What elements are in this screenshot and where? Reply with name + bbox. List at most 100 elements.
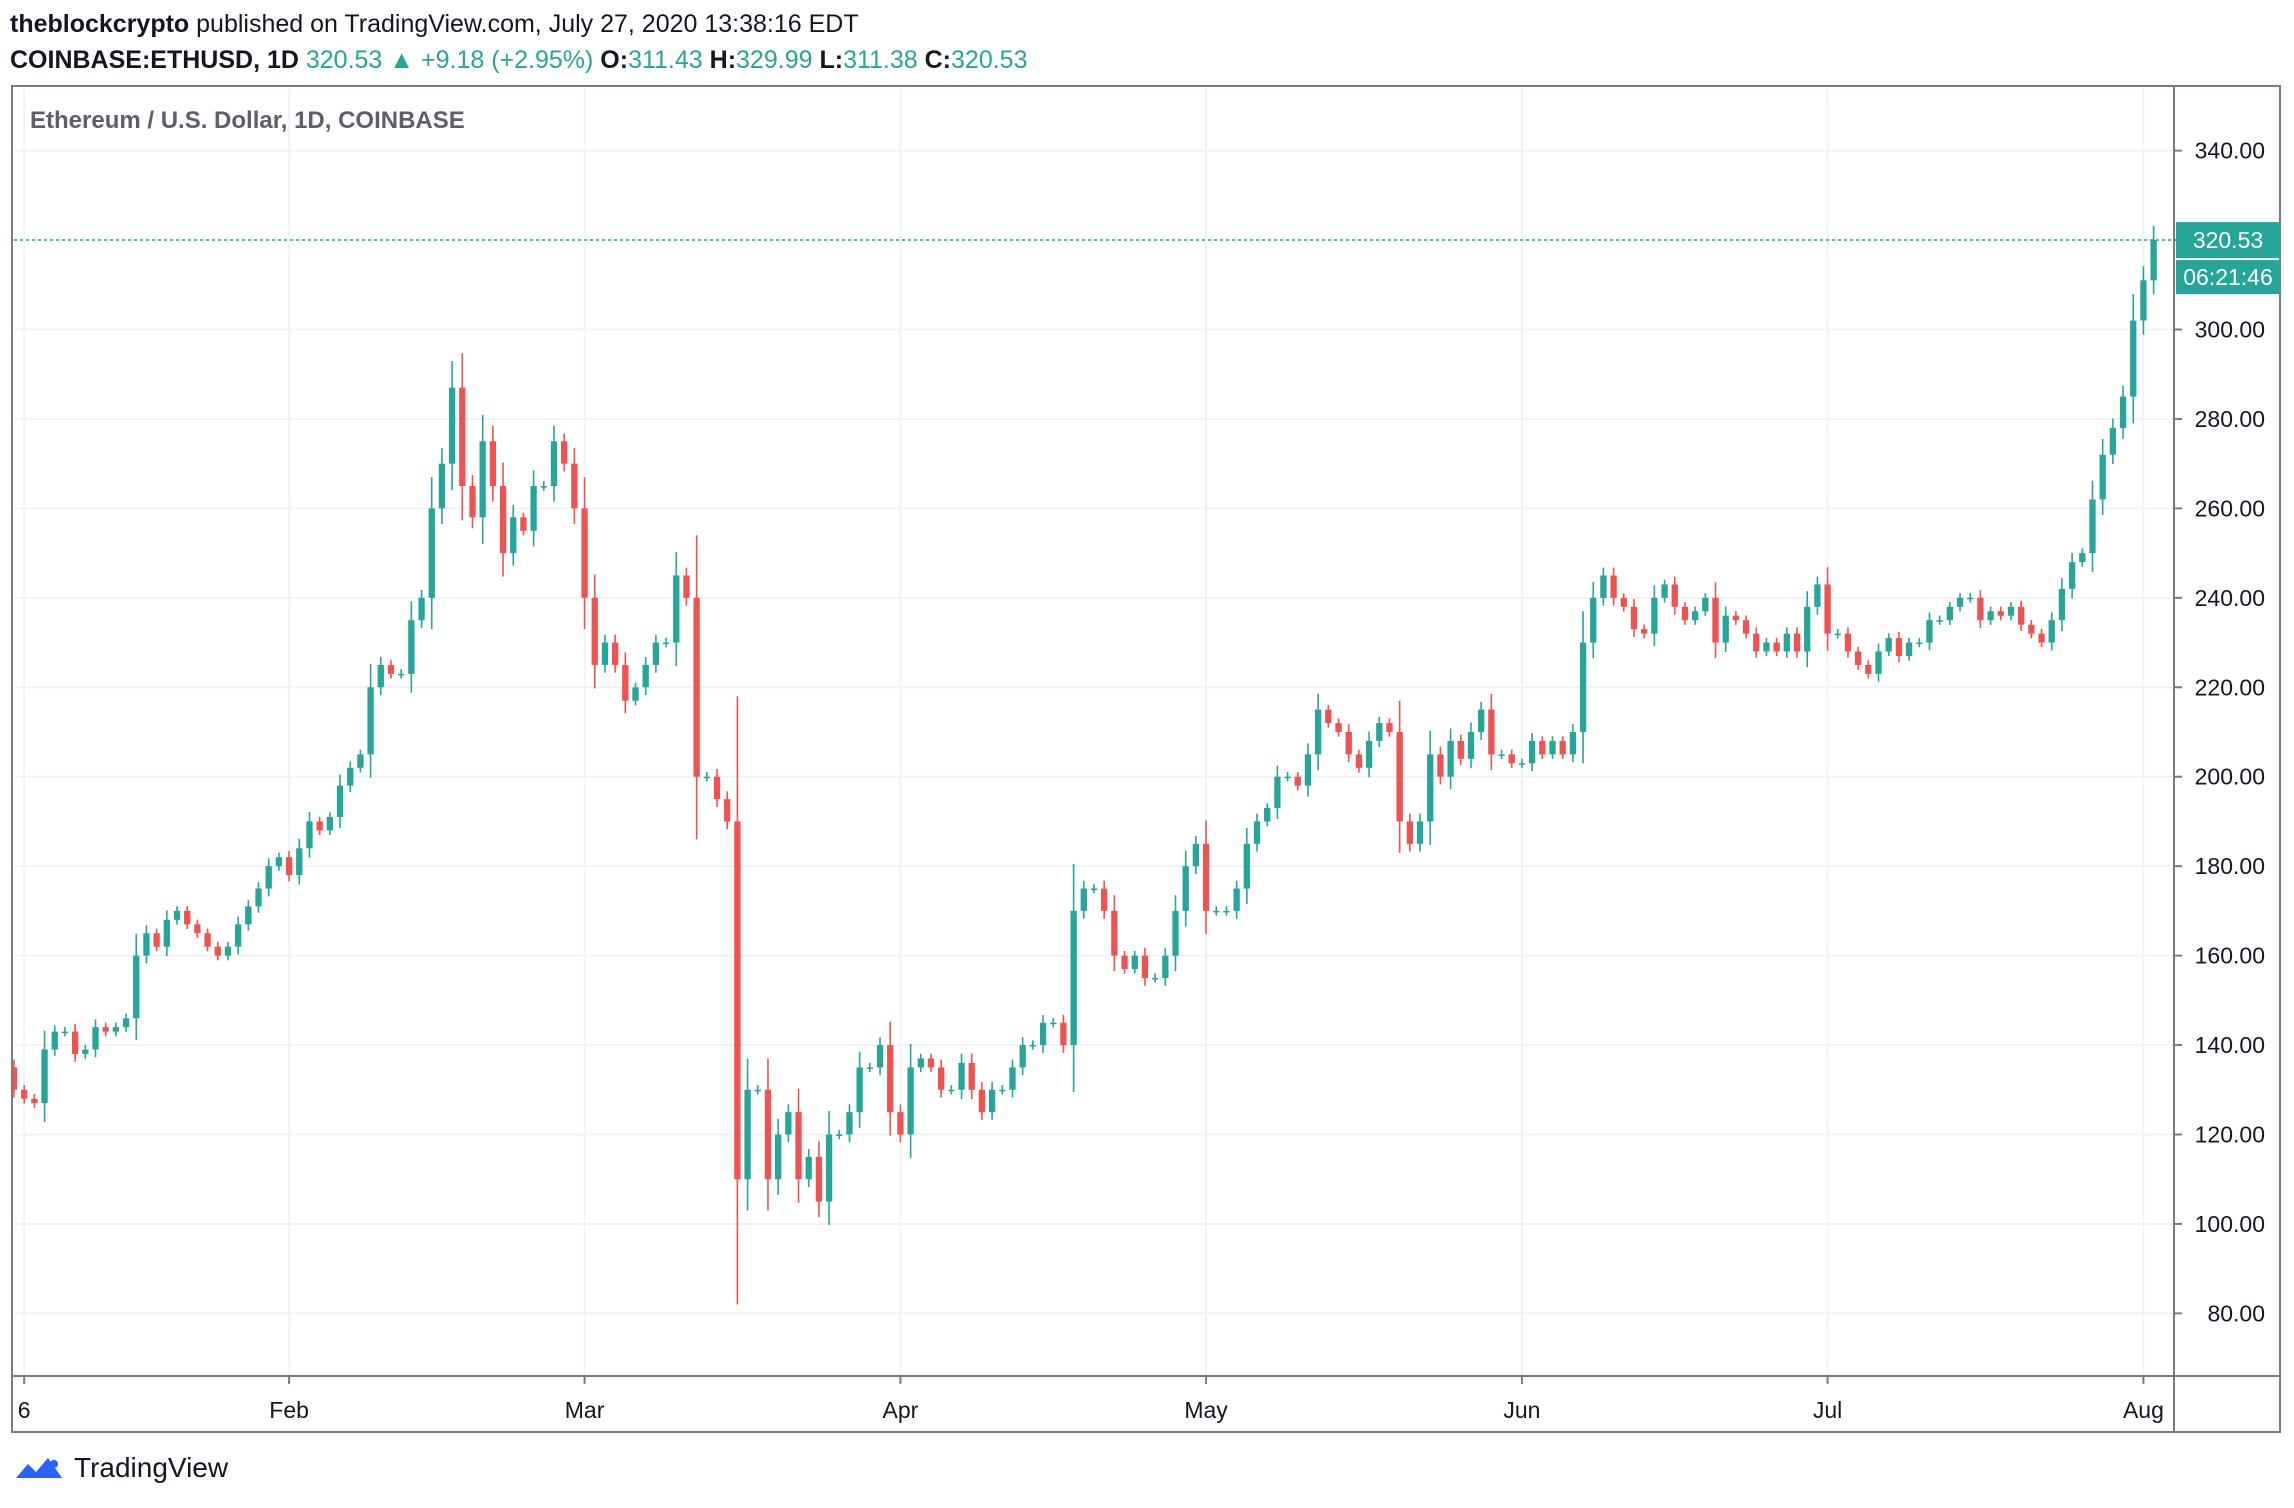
candle-body [1518,763,1526,765]
candle-body [398,673,405,676]
candle-body [734,821,741,1180]
candle-body [948,1089,955,1092]
candle-body [2048,620,2055,643]
candle-body [1141,955,1149,978]
chart-grid [14,88,2174,1376]
candle-body [683,575,690,598]
candle-body [316,821,323,831]
candle-body [1447,740,1454,777]
candle-body [795,1112,802,1180]
candle-body [1804,606,1811,652]
candle-body [122,1018,130,1028]
candle-body [51,1031,58,1050]
chart-axes: 340.00320.00300.00280.00260.00240.00220.… [11,85,2281,1433]
candle-body [1304,754,1312,786]
candle-body [479,441,486,518]
publisher-name[interactable]: theblockcrypto [10,10,190,38]
candle-body [2109,427,2117,455]
y-tick-label: 80.00 [2207,1300,2265,1326]
candle-body [561,441,568,464]
candle-body [856,1067,863,1113]
candle-body [836,1134,843,1136]
y-tick-label: 100.00 [2195,1211,2265,1237]
candle-body [1101,888,1108,911]
candle-body [774,1134,782,1180]
candle-body [153,933,160,947]
low-value: 311.38 [843,46,918,74]
y-tick-label: 160.00 [2195,943,2265,969]
x-tick-label: Jul [1813,1397,1842,1423]
tradingview-logo-icon[interactable] [14,1452,66,1484]
candle-body [82,1049,89,1054]
candle-body [622,664,629,701]
x-tick-label: May [1184,1397,1228,1423]
candle-body [1294,776,1301,786]
candle-body [1223,910,1230,913]
candle-body [601,642,609,665]
candle-body [1253,821,1261,844]
candle-body [530,486,537,531]
candle-body [1386,723,1393,732]
candle-body [1396,732,1403,822]
candle-body [652,642,660,665]
candle-body [1172,910,1179,956]
up-arrow-icon: ▲ [389,46,415,74]
candle-body [2150,240,2157,281]
candle-body [785,1112,792,1135]
candle-body [1274,776,1281,809]
candle-body [1325,709,1332,724]
candle-body [1722,615,1729,643]
candle-body [1824,584,1831,634]
high-value: 329.99 [736,46,813,74]
published-text: published on TradingView.com, July 27, 2… [196,10,859,38]
countdown-tag [2176,260,2280,295]
symbol-label[interactable]: COINBASE:ETHUSD, 1D [10,46,299,74]
candle-body [1641,629,1648,634]
candle-body [1488,709,1495,755]
candle-body [255,888,262,907]
candle-body [1895,638,1903,656]
y-tick-label: 340.00 [2195,138,2265,164]
candle-body [1070,910,1077,1046]
open-label: O: [600,46,629,74]
candle-body [234,924,242,947]
candle-body [112,1027,120,1032]
candle-body [163,919,170,947]
candle-body [2058,588,2066,621]
candle-body [1437,754,1444,777]
candle-body [1111,910,1118,956]
candle-body [938,1067,945,1090]
candle-body [591,597,598,665]
candle-body [815,1156,823,1202]
chart-title: Ethereum / U.S. Dollar, 1D, COINBASE [30,107,465,134]
footer-brand[interactable]: TradingView [74,1452,229,1483]
candle-body [408,620,415,674]
candle-body [550,441,558,487]
candle-body [693,597,700,777]
candle-body [1814,584,1821,607]
candle-body [41,1049,48,1104]
candle-body [1029,1045,1037,1047]
price-change: +9.18 (+2.95%) [421,46,594,74]
candle-body [1478,709,1485,732]
candle-body [764,1089,772,1180]
candle-body [326,816,334,831]
x-tick-label: Apr [883,1397,919,1423]
candle-body [357,754,364,768]
candle-body [1977,597,1984,621]
candle-body [1376,723,1383,741]
x-tick-label: Feb [269,1397,309,1423]
candle-body [1783,633,1790,652]
candle-body [988,1089,996,1113]
candle-body [1569,732,1577,755]
candle-body [1865,664,1872,674]
candle-body [499,486,507,554]
countdown-label: 06:21:46 [2183,264,2273,290]
candle-body [1997,611,2004,616]
candle-body [1905,642,1913,656]
candle-body [713,776,721,800]
x-tick-label: Aug [2123,1397,2164,1423]
candle-body [1457,740,1464,759]
candle-body [2089,499,2096,554]
